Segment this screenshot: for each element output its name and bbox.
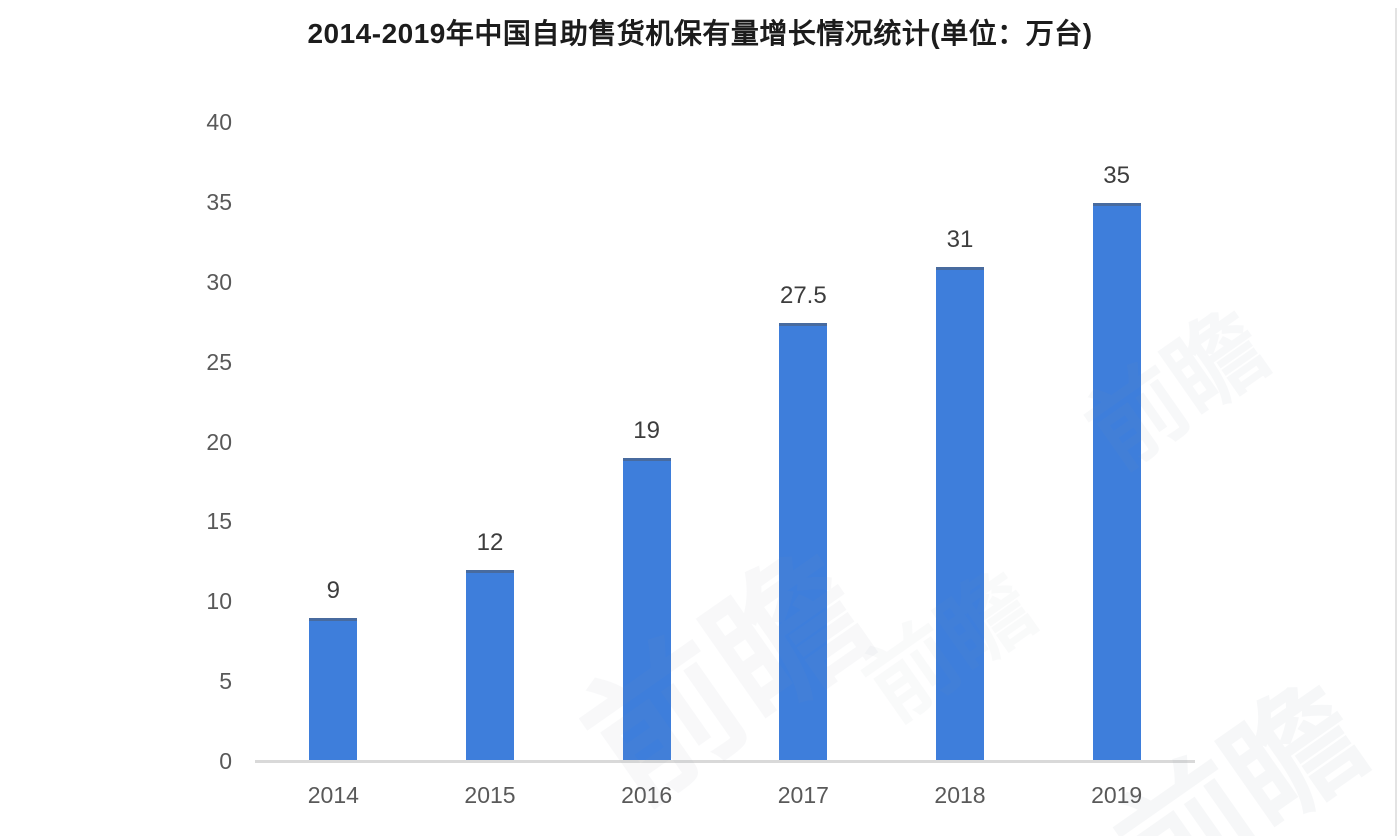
bar-value-label: 35 [1103,161,1130,189]
image-right-edge-line [1395,8,1397,836]
bar-value-label: 27.5 [779,281,827,309]
x-axis-tick-label: 2015 [464,782,516,808]
x-axis-line [255,760,1195,763]
y-axis-tick-label: 10 [206,588,232,615]
watermark-text: 前瞻 [1069,292,1287,489]
bar-value-label: 19 [633,417,660,445]
y-axis-tick-label: 5 [219,668,232,695]
y-axis-tick-label: 30 [206,268,232,295]
y-axis-tick-label: 35 [206,188,232,215]
y-axis-tick-label: 40 [206,109,232,135]
y-axis-tick-label: 0 [219,748,232,774]
x-axis-tick-label: 2018 [934,782,986,808]
y-axis-tick-label: 15 [206,508,232,535]
bar-value-label: 31 [946,225,974,253]
y-axis-tick-label: 20 [206,428,232,455]
x-axis-tick-label: 2016 [621,782,673,808]
x-axis-tick-label: 2017 [777,782,829,808]
bar-2014 [309,618,358,762]
y-axis-tick-label: 25 [206,348,232,375]
bar-value-label: 9 [326,577,340,605]
x-axis-tick-label: 2014 [307,782,359,808]
bar-2017 [779,322,828,762]
bar-value-label: 12 [476,529,504,557]
x-axis-tick-label: 2019 [1091,782,1143,808]
bar-2018 [936,266,984,762]
chart-title: 2014-2019年中国自助售货机保有量增长情况统计(单位：万台) [307,18,1093,49]
bar-2019 [1092,202,1141,762]
bar-2015 [466,570,514,762]
bar-2016 [622,458,671,762]
